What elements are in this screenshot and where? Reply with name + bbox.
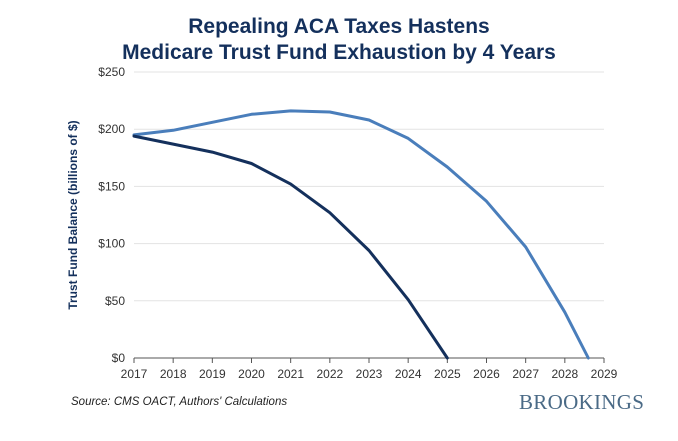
x-tick-label: 2025 bbox=[434, 367, 461, 381]
y-tick-label: $0 bbox=[112, 351, 126, 365]
y-tick-label: $50 bbox=[105, 294, 125, 308]
x-tick-label: 2029 bbox=[591, 367, 618, 381]
y-tick-label: $150 bbox=[98, 179, 125, 193]
x-tick-label: 2022 bbox=[316, 367, 343, 381]
source-note: Source: CMS OACT, Authors' Calculations bbox=[71, 396, 288, 408]
x-tick-label: 2023 bbox=[356, 367, 383, 381]
x-tick-label: 2021 bbox=[277, 367, 304, 381]
x-tick-label: 2018 bbox=[160, 367, 187, 381]
chart-title-line-1: Repealing ACA Taxes Hastens bbox=[188, 15, 490, 38]
y-tick-label: $200 bbox=[98, 122, 125, 136]
y-axis-label: Trust Fund Balance (billions of $) bbox=[66, 120, 80, 309]
x-tick-label: 2020 bbox=[238, 367, 265, 381]
x-tick-label: 2028 bbox=[551, 367, 578, 381]
y-tick-label: $100 bbox=[98, 237, 125, 251]
series-line-2 bbox=[132, 134, 449, 360]
x-tick-label: 2017 bbox=[121, 367, 148, 381]
y-tick-label: $250 bbox=[98, 65, 125, 79]
x-tick-label: 2024 bbox=[395, 367, 422, 381]
x-tick-label: 2027 bbox=[512, 367, 539, 381]
x-tick-label: 2026 bbox=[473, 367, 500, 381]
series-line-1 bbox=[132, 109, 590, 360]
chart-title-line-2: Medicare Trust Fund Exhaustion by 4 Year… bbox=[122, 41, 556, 64]
x-tick-label: 2019 bbox=[199, 367, 226, 381]
brookings-logo: BROOKINGS bbox=[519, 390, 645, 414]
